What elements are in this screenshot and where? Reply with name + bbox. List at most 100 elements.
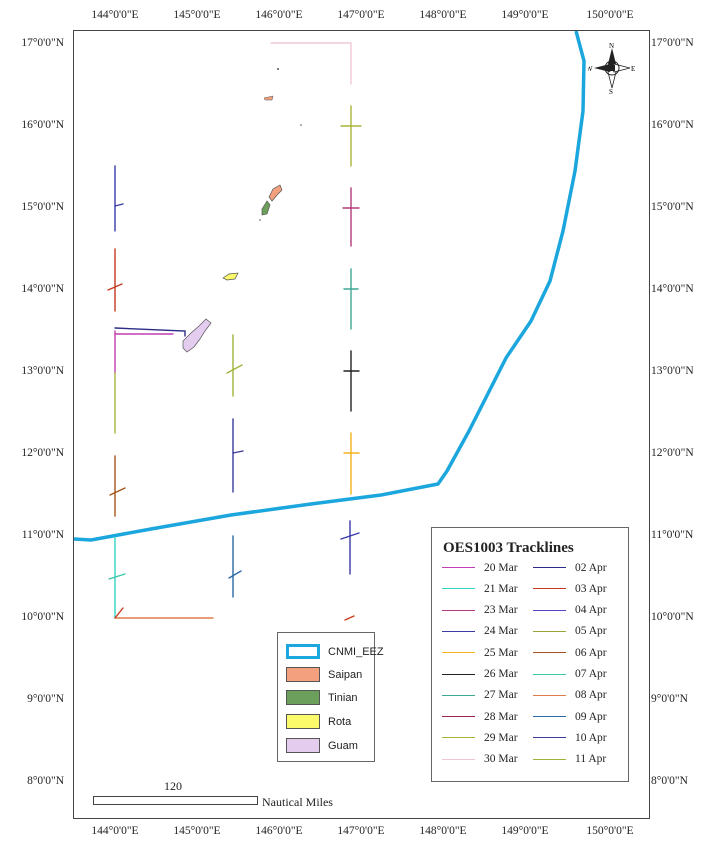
lat-label-right: 13°0'0"N [651,365,694,377]
scale-bar [93,796,258,805]
lat-label-left: 16°0'0"N [21,119,64,131]
trackline [226,364,243,374]
rota-swatch [286,714,320,729]
trackline-legend-item: 03 Apr [533,581,607,596]
tinian-island [261,200,271,216]
trackline-legend-label: 02 Apr [575,561,607,574]
trackline-legend-label: 27 Mar [484,689,518,702]
trackline-legend-item: 26 Mar [442,667,518,682]
trackline-swatch [442,737,475,739]
lat-label-right: 15°0'0"N [651,201,694,213]
trackline-swatch [442,609,475,611]
trackline-legend-item: 04 Apr [533,603,607,618]
trackline-legend-label: 05 Apr [575,625,607,638]
lat-label-left: 8°0'0"N [27,775,64,787]
trackline-swatch [533,652,566,654]
lon-label-top: 144°0'0"E [91,9,139,21]
eez-swatch [286,644,320,659]
saipan-island [268,184,283,202]
trackline-legend-item: 11 Apr [533,752,606,767]
trackline-legend-item: 21 Mar [442,581,518,596]
lat-label-left: 10°0'0"N [21,611,64,623]
lon-label-bottom: 148°0'0"E [419,825,467,837]
lat-label-right: 11°0'0"N [651,529,694,541]
compass-rose-icon: N S E W [586,42,636,96]
trackline-legend-label: 20 Mar [484,561,518,574]
lat-label-left: 12°0'0"N [21,447,64,459]
lon-label-bottom: 144°0'0"E [91,825,139,837]
lon-label-top: 149°0'0"E [501,9,549,21]
trackline-legend-item: 08 Apr [533,688,607,703]
lat-label-left: 13°0'0"N [21,365,64,377]
legend-label: CNMI_EEZ [328,645,384,658]
scale-unit: Nautical Miles [262,795,333,809]
legend-item-saipan: Saipan [286,666,362,683]
trackline-legend-item: 25 Mar [442,645,518,660]
trackline-legend-label: 06 Apr [575,646,607,659]
trackline [344,615,355,621]
trackline-legend-item: 02 Apr [533,560,607,575]
island-dot [259,219,261,221]
compass-n: N [609,42,614,50]
trackline-legend-label: 03 Apr [575,582,607,595]
lat-label-left: 14°0'0"N [21,283,64,295]
saipan-swatch [286,667,320,682]
trackline-swatch [533,609,566,611]
island-dot [277,68,279,70]
trackline-legend-label: 23 Mar [484,604,518,617]
trackline-legend-label: 30 Mar [484,753,518,766]
legend-label: Guam [328,739,358,752]
trackline-legend-label: 08 Apr [575,689,607,702]
lat-label-right: 14°0'0"N [651,283,694,295]
trackline-legend-label: 29 Mar [484,731,518,744]
tinian-swatch [286,690,320,705]
trackline-legend: OES1003 Tracklines 20 Mar 21 Mar 23 Mar 24 … [431,527,629,782]
trackline-legend-item: 05 Apr [533,624,607,639]
lat-label-right: 10°0'0"N [651,611,694,623]
trackline-legend-item: 07 Apr [533,667,607,682]
trackline-legend-item: 27 Mar [442,688,518,703]
trackline-legend-label: 07 Apr [575,668,607,680]
trackline [228,570,242,579]
trackline [114,327,186,337]
trackline-legend-item: 28 Mar [442,709,518,724]
trackline-swatch [533,758,566,760]
trackline-legend-label: 25 Mar [484,646,518,659]
compass-w: W [588,65,593,73]
trackline-legend-item: 10 Apr [533,730,607,745]
lat-label-right: 9°0'0"N [651,693,688,705]
trackline [114,203,124,207]
trackline [109,487,126,496]
trackline [340,532,360,540]
trackline-legend-label: 28 Mar [484,710,518,723]
lon-label-top: 148°0'0"E [419,9,467,21]
trackline-swatch [533,673,566,675]
trackline-legend-item: 09 Apr [533,709,607,724]
compass-s: S [609,88,613,94]
trackline-legend-item: 29 Mar [442,730,518,745]
guam-island [182,318,212,353]
legend-label: Saipan [328,668,363,681]
trackline-swatch [442,758,475,760]
trackline [270,42,352,85]
lat-label-right: 17°0'0"N [651,37,694,49]
trackline-swatch [442,673,475,675]
trackline-swatch [442,652,475,654]
map-frame[interactable] [73,30,650,819]
lon-label-top: 146°0'0"E [255,9,303,21]
guam-swatch [286,738,320,753]
trackline-legend-label: 10 Apr [575,731,607,744]
trackline-swatch [533,694,566,696]
trackline [232,450,244,454]
lat-label-right: 16°0'0"N [651,119,694,131]
trackline-legend-label: 09 Apr [575,710,607,723]
trackline [107,283,123,291]
compass-e: E [631,65,635,73]
trackline-legend-item: 20 Mar [442,560,518,575]
lon-label-top: 147°0'0"E [337,9,385,21]
trackline-legend-item: 30 Mar [442,752,518,767]
legend-item-tinian: Tinian [286,689,358,706]
trackline-legend-title: OES1003 Tracklines [443,540,574,556]
scale-value: 120 [164,779,182,793]
trackline-swatch [533,716,566,718]
